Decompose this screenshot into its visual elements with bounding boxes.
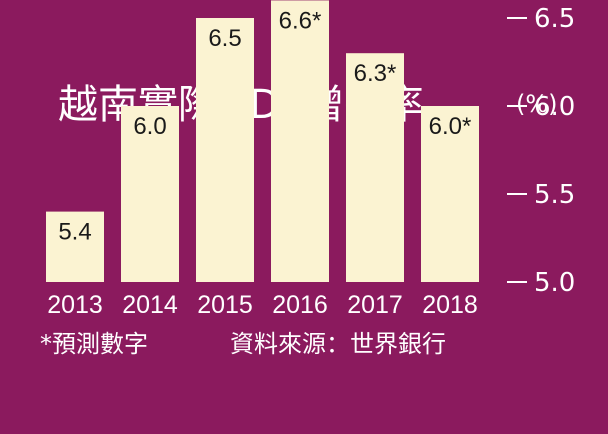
y-axis-unit: (%) (516, 90, 558, 118)
data-label-2017: 6.3* (354, 60, 397, 87)
bar-2014 (121, 106, 179, 282)
x-tick-label-2017: 2017 (347, 291, 403, 319)
y-tick-label-6.0: 6.0 (534, 92, 575, 122)
bar-2017 (346, 53, 404, 283)
x-tick-label-2015: 2015 (197, 291, 253, 319)
y-tick-label-6.5: 6.5 (534, 4, 575, 34)
data-label-2016: 6.6* (279, 7, 322, 34)
data-label-2015: 6.5 (208, 25, 241, 52)
y-axis: 6.5 6.0 5.5 5.0 (507, 4, 575, 298)
bar-2018 (421, 106, 479, 282)
source-note: 資料來源：世界銀行 (230, 330, 446, 358)
y-tick-label-5.0: 5.0 (534, 268, 575, 298)
y-tick-label-5.5: 5.5 (534, 180, 575, 210)
bar-2015 (196, 18, 254, 282)
x-tick-label-2013: 2013 (47, 291, 103, 319)
x-tick-label-2018: 2018 (422, 291, 478, 319)
data-label-2018: 6.0* (429, 113, 472, 140)
x-tick-label-2014: 2014 (122, 291, 178, 319)
data-label-2013: 5.4 (58, 219, 91, 246)
bar-2016 (271, 0, 329, 283)
data-label-2014: 6.0 (133, 113, 166, 140)
bars: 5.4 2013 6.0 2014 6.5 2015 6.6* 2016 6.3* 2017 6.0… (46, 0, 479, 319)
x-tick-label-2016: 2016 (272, 291, 328, 319)
footnote: *預測數字 (40, 330, 148, 358)
bar-2013 (46, 211, 104, 282)
